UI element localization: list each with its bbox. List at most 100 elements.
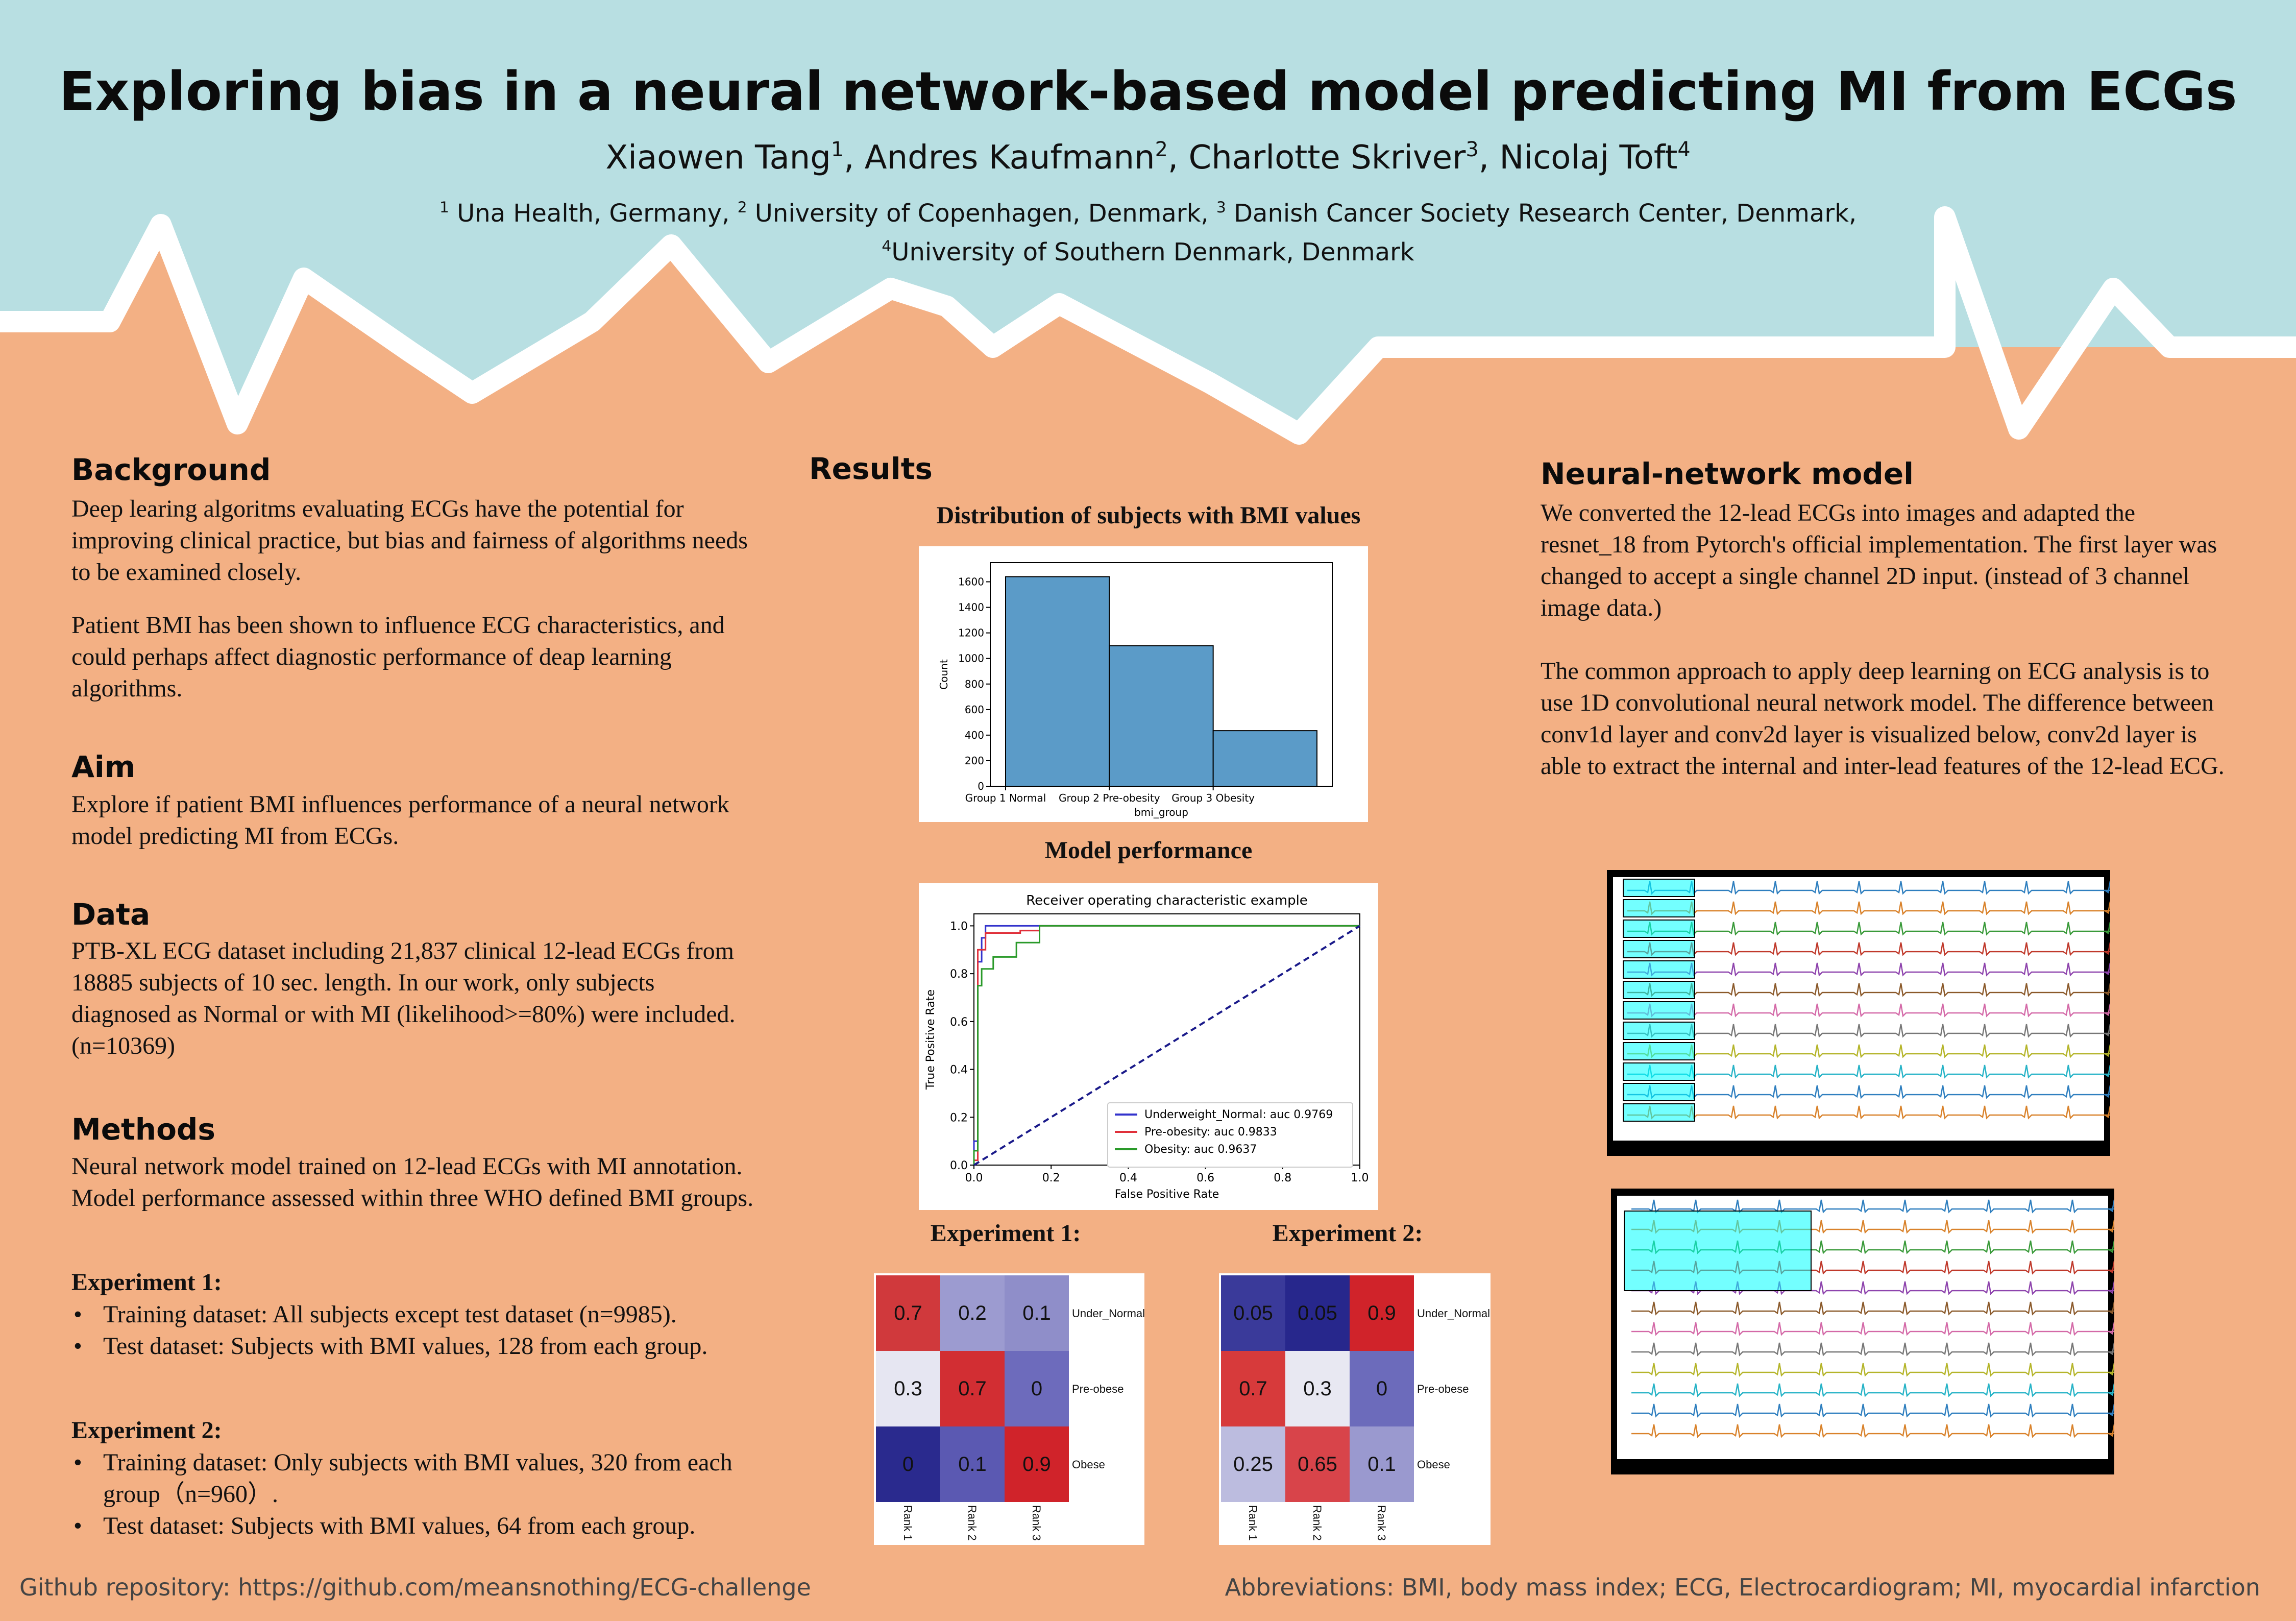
heatmap-cell: 0.9 — [1350, 1275, 1414, 1351]
histogram-bar — [1109, 645, 1214, 787]
heatmap-cell: 0 — [1005, 1351, 1069, 1426]
author-name: Andres Kaufmann — [864, 139, 1155, 177]
heatmap-column-label: Rank 1 — [901, 1505, 914, 1541]
ecg-lead-trace — [1631, 1301, 2114, 1316]
roc-y-tick-label: 0.0 — [950, 1159, 968, 1172]
roc-x-tick-label: 0.2 — [1042, 1172, 1060, 1184]
ecg-lead-trace — [1627, 942, 2110, 956]
list-item: Test dataset: Subjects with BMI values, … — [71, 1510, 766, 1542]
background-paragraph-2: Patient BMI has been shown to influence … — [71, 612, 725, 702]
heatmap-row-label: Pre-obese — [1417, 1383, 1469, 1395]
methods-paragraph: Neural network model trained on 12-lead … — [71, 1153, 754, 1212]
github-link[interactable]: Github repository: https://github.com/me… — [19, 1574, 811, 1601]
experiment-1-figure-title: Experiment 1: — [930, 1220, 1081, 1247]
roc-y-tick-label: 0.4 — [950, 1064, 968, 1077]
roc-legend-box — [1107, 1102, 1353, 1168]
ecg-lead-trace — [1631, 1404, 2114, 1418]
author-sup: 1 — [831, 138, 844, 162]
roc-chance-line — [973, 925, 1361, 1166]
conv2d-ecg-illustration — [1611, 1189, 2114, 1474]
ecg-lead-trace — [1631, 1424, 2114, 1438]
roc-series-line — [973, 925, 1360, 1165]
author-name: Xiaowen Tang — [605, 139, 831, 177]
neural-network-paragraph-1: We converted the 12-lead ECGs into image… — [1541, 499, 2217, 621]
heatmap-cell: 0.05 — [1285, 1275, 1350, 1351]
heatmap-cell: 0.7 — [1221, 1351, 1285, 1426]
affiliations-line-2: 4University of Southern Denmark, Denmark — [0, 238, 2296, 267]
data-heading: Data — [71, 897, 151, 932]
heatmap-row-label: Pre-obese — [1072, 1383, 1124, 1395]
ecg-lead-trace — [1627, 1003, 2110, 1018]
experiment-1-list: Training dataset: All subjects except te… — [71, 1299, 755, 1362]
author-sup: 2 — [1155, 138, 1168, 162]
background-heading: Background — [71, 452, 271, 487]
roc-y-tick-label: 0.6 — [950, 1016, 968, 1029]
aim-paragraph: Explore if patient BMI influences perfor… — [71, 791, 729, 850]
experiment-2-list: Training dataset: Only subjects with BMI… — [71, 1447, 766, 1542]
ecg-lead-trace — [1631, 1383, 2114, 1397]
author-name: Charlotte Skriver — [1188, 139, 1466, 177]
histogram-frame — [990, 562, 1333, 787]
histogram-x-tick-label: Group 1 Normal — [965, 792, 1046, 804]
experiment-2-heading: Experiment 2: — [71, 1417, 222, 1444]
roc-y-tick-label: 1.0 — [950, 920, 968, 933]
heatmap-cell: 0.3 — [1285, 1351, 1350, 1426]
ecg-lead-trace — [1627, 881, 2110, 895]
histogram-x-axis-label: bmi_group — [1134, 806, 1188, 818]
histogram-y-axis-label: Count — [938, 659, 950, 690]
poster-title: Exploring bias in a neural network-based… — [59, 60, 2237, 123]
heatmap-row-label: Under_Normal — [1417, 1307, 1491, 1320]
heatmap-cell: 0.7 — [940, 1351, 1005, 1426]
roc-legend-label: Underweight_Normal: auc 0.9769 — [1144, 1108, 1333, 1121]
roc-legend-label: Obesity: auc 0.9637 — [1144, 1143, 1257, 1156]
heatmap-row-label: Under_Normal — [1072, 1307, 1145, 1320]
heatmap-cell: 0.05 — [1221, 1275, 1285, 1351]
ecg-lead-trace — [1627, 1044, 2110, 1058]
heatmap-row-label: Obese — [1417, 1458, 1450, 1471]
methods-heading: Methods — [71, 1112, 215, 1147]
roc-y-axis-label: True Positive Rate — [924, 989, 937, 1090]
histogram-y-tick-label: 200 — [965, 755, 984, 767]
author-name: Nicolaj Toft — [1499, 139, 1678, 177]
experiment-1-heading: Experiment 1: — [71, 1269, 222, 1296]
ecg-lead-trace — [1627, 1064, 2110, 1079]
roc-x-tick-label: 0.6 — [1196, 1172, 1214, 1184]
ecg-lead-trace — [1627, 1085, 2110, 1099]
ecg-lead-trace — [1627, 983, 2110, 997]
neural-network-paragraph-2: The common approach to apply deep learni… — [1541, 658, 2225, 780]
experiment-2-figure-title: Experiment 2: — [1272, 1220, 1423, 1247]
histogram-bar — [1212, 730, 1318, 787]
affil-sup: 3 — [1216, 199, 1226, 217]
ecg-lead-trace — [1627, 1105, 2110, 1120]
histogram-y-tick-label: 1600 — [958, 576, 984, 588]
heatmap-column-label: Rank 3 — [1030, 1505, 1043, 1541]
roc-y-tick-label: 0.8 — [950, 968, 968, 981]
ecg-lead-trace — [1627, 922, 2110, 936]
header-ecg-wave — [0, 0, 2296, 445]
ecg-lead-trace — [1627, 962, 2110, 977]
author-sup: 4 — [1677, 138, 1691, 162]
roc-curve-chart: Receiver operating characteristic exampl… — [919, 883, 1378, 1210]
heatmap-cell: 0.65 — [1285, 1426, 1350, 1502]
histogram-y-tick-label: 0 — [978, 780, 984, 792]
roc-x-tick-label: 0.8 — [1274, 1172, 1291, 1184]
performance-title: Model performance — [1044, 837, 1253, 864]
histogram-bar — [1005, 576, 1110, 787]
neural-network-heading: Neural-network model — [1541, 456, 1914, 491]
conv-kernel-highlight — [1623, 940, 1695, 958]
heatmap-cell: 0.7 — [876, 1275, 940, 1351]
list-item: Training dataset: Only subjects with BMI… — [71, 1447, 766, 1510]
affiliations-line-1: 1 Una Health, Germany, 2 University of C… — [0, 199, 2296, 228]
conv-kernel-highlight — [1623, 1022, 1695, 1040]
roc-x-tick-label: 1.0 — [1351, 1172, 1369, 1184]
roc-x-tick-label: 0.4 — [1119, 1172, 1137, 1184]
conv-kernel-highlight — [1623, 1001, 1695, 1020]
affil-text: Una Health, Germany, — [449, 199, 738, 228]
ecg-lead-trace — [1631, 1342, 2114, 1357]
background-paragraph-1: Deep learing algoritms evaluating ECGs h… — [71, 495, 748, 586]
roc-x-axis-label: False Positive Rate — [1115, 1188, 1219, 1201]
heatmap-cell: 0.25 — [1221, 1426, 1285, 1502]
affil-sup: 2 — [737, 199, 747, 217]
histogram-y-tick-label: 800 — [965, 678, 984, 690]
heatmap-cell: 0.1 — [1350, 1426, 1414, 1502]
